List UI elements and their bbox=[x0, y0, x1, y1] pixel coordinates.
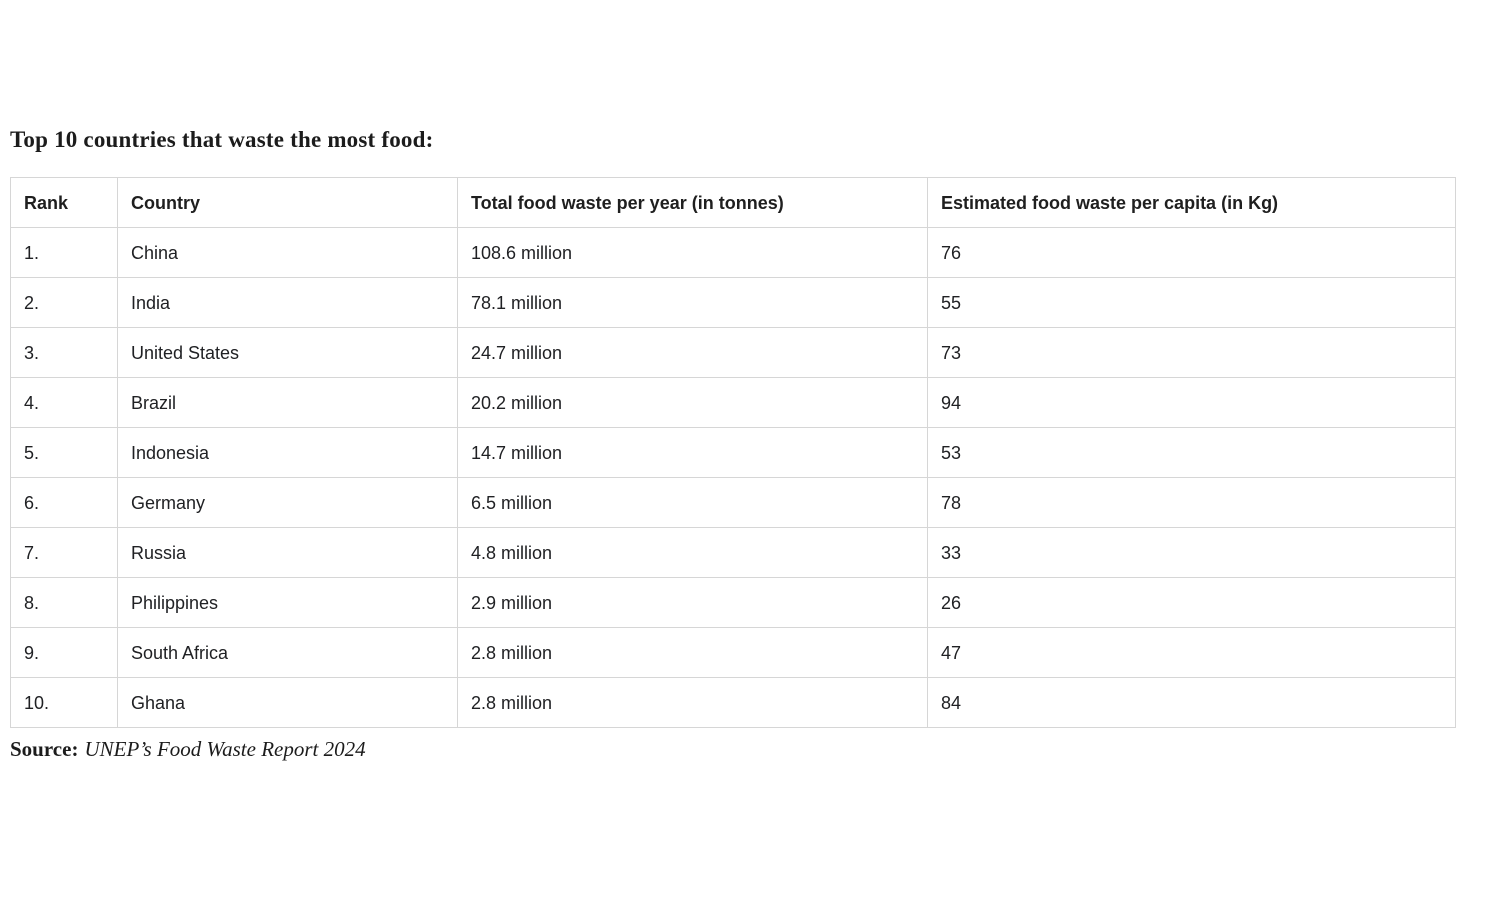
table-row: 10. Ghana 2.8 million 84 bbox=[10, 677, 1456, 728]
source-text: UNEP’s Food Waste Report 2024 bbox=[84, 737, 366, 761]
table-row: 9. South Africa 2.8 million 47 bbox=[10, 627, 1456, 678]
table-cell: 2.8 million bbox=[457, 677, 928, 728]
table-cell: 4. bbox=[10, 377, 118, 428]
table-cell: 47 bbox=[927, 627, 1456, 678]
table-cell: 8. bbox=[10, 577, 118, 628]
table-cell: Germany bbox=[117, 477, 458, 528]
table-cell: 3. bbox=[10, 327, 118, 378]
table-cell: India bbox=[117, 277, 458, 328]
table-cell: 84 bbox=[927, 677, 1456, 728]
table-cell: United States bbox=[117, 327, 458, 378]
table-row: 1. China 108.6 million 76 bbox=[10, 227, 1456, 278]
table-row: 5. Indonesia 14.7 million 53 bbox=[10, 427, 1456, 478]
table-row: 4. Brazil 20.2 million 94 bbox=[10, 377, 1456, 428]
table-cell: 9. bbox=[10, 627, 118, 678]
table-cell: 2. bbox=[10, 277, 118, 328]
table-cell: 73 bbox=[927, 327, 1456, 378]
table-cell: 78 bbox=[927, 477, 1456, 528]
table-cell: China bbox=[117, 227, 458, 278]
table-row: 8. Philippines 2.9 million 26 bbox=[10, 577, 1456, 628]
table-cell: 4.8 million bbox=[457, 527, 928, 578]
table-cell: South Africa bbox=[117, 627, 458, 678]
column-header: Total food waste per year (in tonnes) bbox=[457, 177, 928, 228]
table-cell: Russia bbox=[117, 527, 458, 578]
table-cell: 55 bbox=[927, 277, 1456, 328]
table-cell: 94 bbox=[927, 377, 1456, 428]
table-cell: Philippines bbox=[117, 577, 458, 628]
table-row: 7. Russia 4.8 million 33 bbox=[10, 527, 1456, 578]
source-line: Source: UNEP’s Food Waste Report 2024 bbox=[10, 737, 1455, 762]
table-cell: Brazil bbox=[117, 377, 458, 428]
column-header: Estimated food waste per capita (in Kg) bbox=[927, 177, 1456, 228]
table-cell: 10. bbox=[10, 677, 118, 728]
source-label: Source: bbox=[10, 737, 79, 761]
column-header: Country bbox=[117, 177, 458, 228]
table-cell: 1. bbox=[10, 227, 118, 278]
table-cell: 20.2 million bbox=[457, 377, 928, 428]
table-row: 6. Germany 6.5 million 78 bbox=[10, 477, 1456, 528]
table-cell: 78.1 million bbox=[457, 277, 928, 328]
table-cell: 5. bbox=[10, 427, 118, 478]
column-header: Rank bbox=[10, 177, 118, 228]
table-cell: 108.6 million bbox=[457, 227, 928, 278]
table-cell: 53 bbox=[927, 427, 1456, 478]
table-cell: 2.8 million bbox=[457, 627, 928, 678]
table-cell: 7. bbox=[10, 527, 118, 578]
table-cell: Ghana bbox=[117, 677, 458, 728]
table-cell: 6.5 million bbox=[457, 477, 928, 528]
food-waste-table: Rank Country Total food waste per year (in… bbox=[10, 177, 1456, 728]
article-page: Top 10 countries that waste the most foo… bbox=[10, 127, 1456, 762]
table-cell: 26 bbox=[927, 577, 1456, 628]
table-cell: Indonesia bbox=[117, 427, 458, 478]
table-row: 3. United States 24.7 million 73 bbox=[10, 327, 1456, 378]
table-cell: 2.9 million bbox=[457, 577, 928, 628]
table-cell: 14.7 million bbox=[457, 427, 928, 478]
table-cell: 76 bbox=[927, 227, 1456, 278]
table-row: 2. India 78.1 million 55 bbox=[10, 277, 1456, 328]
page-title: Top 10 countries that waste the most foo… bbox=[10, 127, 434, 152]
table-cell: 33 bbox=[927, 527, 1456, 578]
table-cell: 6. bbox=[10, 477, 118, 528]
table-header-row: Rank Country Total food waste per year (in… bbox=[10, 177, 1456, 228]
table-body: 1. China 108.6 million 76 2. India 78.1 millio… bbox=[10, 227, 1456, 728]
table-cell: 24.7 million bbox=[457, 327, 928, 378]
